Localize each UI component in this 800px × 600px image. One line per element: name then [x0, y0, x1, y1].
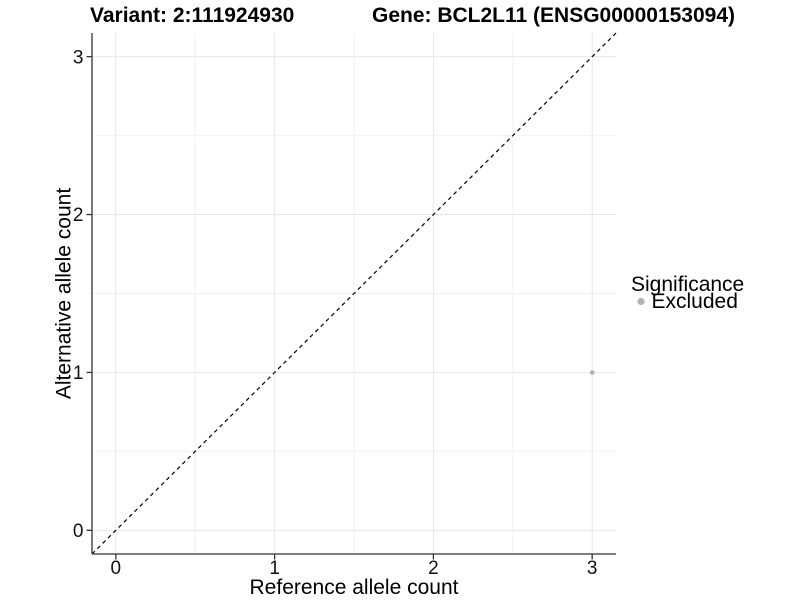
identity-reference-line	[91, 32, 617, 555]
data-point-excluded	[589, 370, 595, 375]
variant-title: Variant: 2:111924930	[90, 4, 294, 27]
x-tick-label: 0	[111, 558, 122, 579]
x-tick-label: 2	[428, 558, 439, 579]
x-tick-label: 3	[587, 558, 598, 579]
y-tick-label: 3	[73, 47, 84, 68]
gene-title: Gene: BCL2L11 (ENSG00000153094)	[372, 4, 735, 27]
y-tick-label: 0	[73, 521, 84, 542]
axis-lines	[91, 33, 616, 555]
data-points	[589, 370, 595, 375]
legend: Significance Excluded	[631, 273, 744, 313]
legend-title: Significance	[631, 273, 744, 296]
y-axis-title: Alternative allele count	[52, 188, 75, 399]
y-tick-label: 2	[73, 205, 84, 226]
x-axis-title: Reference allele count	[250, 576, 459, 599]
x-tick-label: 1	[269, 558, 280, 579]
axis-ticks	[86, 56, 593, 560]
legend-excluded-label: Excluded	[652, 290, 738, 313]
gridlines-major	[92, 33, 616, 554]
y-tick-labels: 0 1 2 3	[73, 47, 84, 542]
x-tick-labels: 0 1 2 3	[111, 558, 598, 579]
y-tick-label: 1	[73, 363, 84, 384]
legend-excluded-dot-icon	[637, 297, 645, 306]
